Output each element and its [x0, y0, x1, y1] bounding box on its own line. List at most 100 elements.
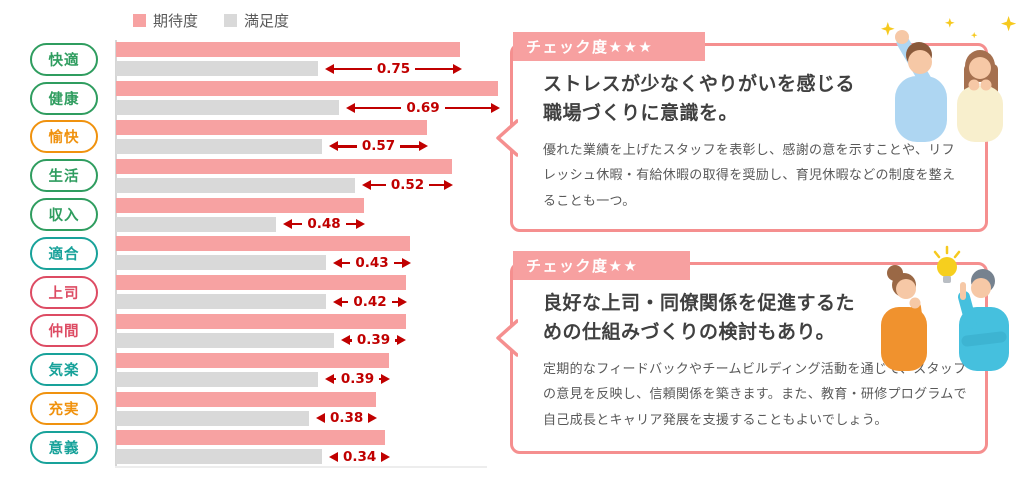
- category-pill-8: 仲間: [30, 314, 98, 348]
- arrow-left-icon: [325, 374, 334, 385]
- category-pill-6: 適合: [30, 236, 98, 270]
- satisfaction-row: 0.38: [116, 410, 378, 427]
- arrow-line: [292, 222, 303, 226]
- arrow-right-icon: [381, 374, 390, 385]
- arrow-right-icon: [402, 257, 411, 268]
- expectation-swatch-icon: [133, 14, 146, 27]
- chart-row: 上司 0.42: [30, 273, 498, 312]
- satisfaction-row: 0.52: [116, 177, 453, 194]
- arrow-left-icon: [283, 219, 292, 230]
- category-pill-10: 充実: [30, 392, 98, 426]
- thinking-and-pointing-people-icon: [881, 245, 1009, 371]
- pointing-man-figure: [958, 269, 1009, 371]
- arrow-line: [342, 261, 351, 264]
- legend-label-satisfaction: 満足度: [244, 12, 290, 30]
- satisfaction-bar: [116, 449, 322, 465]
- arrow-line: [429, 184, 444, 187]
- thinking-woman-figure: [881, 265, 927, 371]
- bar-chart: 快適 0.75 健康 0.69 愉快 0.57 生活 0.52 収入 0.48 適合 0.43 上司 0.…: [30, 40, 500, 467]
- chart-row: 充実 0.38: [30, 389, 498, 428]
- arrow-line: [334, 67, 372, 70]
- gap-annotation: 0.69: [346, 99, 500, 116]
- category-pill-3: 愉快: [30, 120, 98, 154]
- chart-row: 生活 0.52: [30, 156, 498, 195]
- gap-annotation: 0.39: [341, 332, 406, 349]
- arrow-line: [350, 339, 352, 342]
- arrow-line: [391, 300, 398, 303]
- arrow-left-icon: [333, 296, 342, 307]
- arrow-line: [395, 339, 397, 342]
- chart-row: 健康 0.69: [30, 79, 500, 118]
- gap-value: 0.52: [390, 177, 425, 194]
- chart-row: 適合 0.43: [30, 234, 498, 273]
- callout-box-stress: チェック度★★★ ストレスが少なくやりがいを感じる職場づくりに意識を。 優れた業…: [496, 16, 1017, 232]
- chart-legend: 期待度 満足度: [133, 10, 289, 31]
- gap-value: 0.38: [330, 410, 364, 427]
- bar-group: 0.39: [116, 352, 390, 388]
- category-pill-11: 意義: [30, 430, 98, 464]
- gap-annotation: 0.48: [283, 216, 365, 233]
- expectation-bar: [116, 81, 498, 97]
- gap-value: 0.42: [353, 293, 387, 310]
- callout-title: ストレスが少なくやりがいを感じる職場づくりに意識を。: [543, 73, 856, 124]
- gap-annotation: 0.75: [325, 60, 462, 77]
- satisfaction-bar: [116, 100, 339, 116]
- gap-value: 0.43: [355, 254, 389, 271]
- satisfaction-row: 0.57: [116, 138, 428, 155]
- satisfaction-bar: [116, 332, 334, 348]
- bar-group: 0.57: [116, 119, 428, 155]
- arrow-right-icon: [444, 180, 453, 191]
- gap-annotation: 0.52: [362, 177, 453, 194]
- satisfaction-row: 0.43: [116, 254, 411, 271]
- arrow-left-icon: [325, 63, 334, 74]
- speech-pointer-icon: [496, 119, 518, 157]
- celebrating-man-figure: [895, 30, 947, 142]
- bar-group: 0.38: [116, 391, 378, 427]
- callout-title: 良好な上司・同僚関係を促進するための仕組みづくりの検討もあり。: [543, 292, 856, 343]
- callout-body: 定期的なフィードバックやチームビルディング活動を通じて、スタッフの意見を反映し、…: [543, 362, 967, 428]
- satisfaction-bar: [116, 61, 318, 77]
- satisfaction-bar: [116, 410, 309, 426]
- arrow-line: [338, 145, 357, 148]
- legend-label-expectation: 期待度: [153, 12, 199, 30]
- gap-annotation: 0.34: [329, 448, 391, 465]
- satisfaction-row: 0.39: [116, 371, 390, 388]
- bar-group: 0.39: [116, 313, 406, 349]
- category-pill-7: 上司: [30, 275, 98, 309]
- satisfaction-swatch-icon: [224, 14, 238, 27]
- arrow-line: [371, 184, 386, 187]
- gap-value: 0.57: [361, 138, 396, 155]
- check-level-badge: チェック度★★★: [513, 32, 706, 61]
- satisfaction-bar: [116, 216, 276, 232]
- lightbulb-icon: [933, 245, 961, 283]
- arrow-line: [345, 222, 356, 226]
- category-pill-1: 快適: [30, 42, 98, 76]
- expectation-bar: [116, 197, 364, 213]
- chart-row: 愉快 0.57: [30, 118, 498, 157]
- chart-row: 意義 0.34: [30, 428, 498, 467]
- arrow-right-icon: [381, 451, 391, 462]
- arrow-line: [415, 67, 453, 70]
- expectation-bar: [116, 236, 410, 252]
- sparkle-icon: [881, 16, 1017, 39]
- arrow-line: [400, 145, 419, 148]
- arrow-right-icon: [356, 219, 365, 230]
- expectation-bar: [116, 430, 385, 446]
- bar-group: 0.52: [116, 158, 453, 194]
- gap-value: 0.48: [307, 216, 341, 233]
- satisfaction-bar: [116, 177, 355, 193]
- gap-annotation: 0.57: [329, 138, 428, 155]
- gap-value: 0.39: [340, 371, 375, 388]
- satisfaction-row: 0.34: [116, 448, 391, 465]
- arrow-right-icon: [491, 102, 500, 113]
- bar-group: 0.75: [116, 42, 462, 77]
- gap-annotation: 0.43: [333, 254, 411, 271]
- bar-group: 0.69: [116, 81, 500, 116]
- gap-value: 0.75: [376, 60, 411, 77]
- chart-row: 収入 0.48: [30, 195, 498, 234]
- expectation-bar: [116, 313, 406, 329]
- arrow-right-icon: [368, 413, 378, 424]
- category-pill-2: 健康: [30, 81, 98, 115]
- two-people-celebrating-icon: [881, 16, 1017, 142]
